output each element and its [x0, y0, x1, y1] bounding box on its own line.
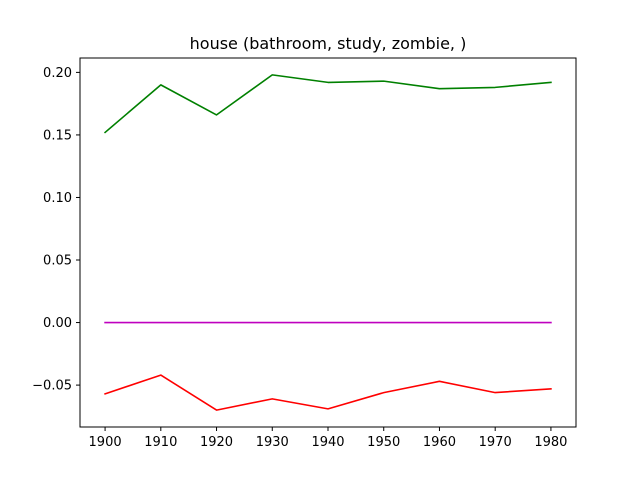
series-line-3 [104, 374, 552, 411]
x-tick-label: 1900 [89, 435, 122, 450]
y-tick-label: 0.10 [43, 191, 72, 206]
y-tick-label: 0.15 [43, 128, 72, 143]
y-tick-label: 0.00 [43, 316, 72, 331]
x-tick-label: 1930 [256, 435, 289, 450]
x-tick-label: 1960 [423, 435, 456, 450]
chart-title: house (bathroom, study, zombie, ) [190, 34, 467, 53]
series-line-1 [103, 74, 552, 134]
x-tick-label: 1910 [144, 435, 177, 450]
x-tick-label: 1920 [200, 435, 233, 450]
y-tick-label: −0.05 [32, 379, 72, 394]
x-tick-label: 1940 [311, 435, 344, 450]
x-tick-label: 1970 [479, 435, 512, 450]
x-tick-label: 1980 [534, 435, 567, 450]
plot-frame [79, 57, 577, 428]
series-layer [103, 74, 552, 411]
x-axis: 1900 1910 1920 1930 1940 1950 1960 1970 1980 [89, 427, 567, 450]
y-axis: −0.05 0.00 0.05 0.10 0.15 0.20 [32, 66, 80, 394]
y-tick-label: 0.05 [43, 254, 72, 269]
x-tick-label: 1950 [367, 435, 400, 450]
y-tick-label: 0.20 [43, 66, 72, 81]
